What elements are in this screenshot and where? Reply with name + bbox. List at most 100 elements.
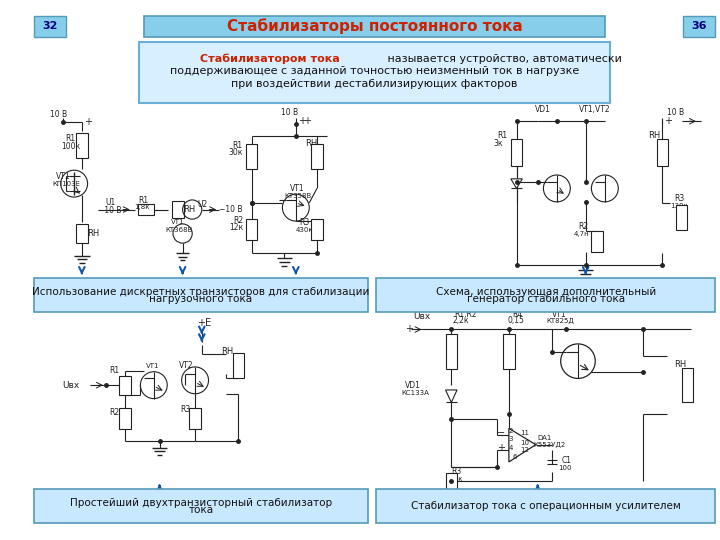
Text: КТ825Д: КТ825Д (546, 318, 574, 324)
Bar (246, 219, 258, 240)
FancyBboxPatch shape (144, 16, 605, 37)
Text: −10 В: −10 В (219, 205, 243, 214)
FancyBboxPatch shape (683, 16, 715, 37)
Text: Стабилизатором тока: Стабилизатором тока (200, 53, 340, 64)
Text: R4: R4 (512, 309, 522, 319)
FancyBboxPatch shape (34, 489, 368, 523)
Bar (172, 201, 184, 218)
Text: +: + (498, 443, 505, 453)
Text: R3: R3 (674, 193, 684, 202)
Text: 10 В: 10 В (667, 108, 684, 117)
Text: 6: 6 (513, 454, 517, 460)
Text: RH: RH (221, 347, 233, 356)
Text: +: + (304, 116, 312, 126)
Text: RH: RH (305, 139, 318, 148)
Text: +: + (298, 116, 306, 126)
Text: Стабилизатор тока с операционным усилителем: Стабилизатор тока с операционным усилите… (411, 501, 680, 511)
Text: R1: R1 (66, 134, 76, 143)
Text: +: + (84, 117, 91, 127)
Text: U2: U2 (197, 200, 207, 209)
FancyBboxPatch shape (140, 42, 610, 103)
Bar (657, 139, 668, 166)
Bar (76, 133, 88, 158)
Text: 2: 2 (509, 428, 513, 434)
Text: при воздействии дестабилизирующих факторов: при воздействии дестабилизирующих фактор… (231, 79, 518, 89)
Text: R3: R3 (300, 218, 310, 226)
Text: +: + (665, 116, 672, 126)
Text: 36: 36 (691, 21, 706, 31)
Text: Uвх: Uвх (63, 381, 80, 390)
Polygon shape (510, 179, 522, 188)
Text: VT1,VT2: VT1,VT2 (579, 105, 611, 114)
Text: 32: 32 (42, 21, 58, 31)
Text: Схема, использующая дополнительный: Схема, использующая дополнительный (436, 287, 656, 296)
Text: +: + (405, 325, 413, 334)
Text: 130к: 130к (670, 202, 688, 208)
Text: R1: R1 (498, 131, 508, 140)
Text: VT1: VT1 (56, 172, 71, 181)
Text: 100к: 100к (62, 141, 81, 151)
Text: генератор стабильного тока: генератор стабильного тока (467, 294, 625, 304)
Text: нагрузочного тока: нагрузочного тока (149, 294, 253, 304)
Text: R2: R2 (109, 408, 120, 416)
Text: КТ368В: КТ368В (166, 227, 193, 233)
Text: VT1: VT1 (146, 363, 160, 369)
Text: называется устройство, автоматически: называется устройство, автоматически (384, 54, 622, 64)
Text: R3: R3 (451, 467, 462, 476)
Text: КП103Е: КП103Е (52, 181, 80, 187)
Bar (510, 139, 522, 166)
Text: 30к: 30к (229, 148, 243, 158)
Text: VT1: VT1 (171, 219, 184, 225)
Bar (138, 204, 154, 215)
Text: 1,8к: 1,8к (135, 204, 150, 210)
FancyBboxPatch shape (34, 278, 368, 312)
Text: R1,R2: R1,R2 (454, 309, 477, 319)
Text: VT2: VT2 (179, 361, 194, 370)
Text: 10 В: 10 В (282, 108, 299, 117)
Bar (503, 334, 515, 369)
Text: 10 В: 10 В (50, 110, 67, 119)
Text: RH: RH (674, 360, 686, 368)
Text: RH: RH (86, 229, 99, 238)
Text: VT1: VT1 (290, 184, 305, 193)
Text: Использование дискретных транзисторов для стабилизации: Использование дискретных транзисторов дл… (32, 287, 369, 296)
Text: тока: тока (188, 505, 213, 515)
Text: R2: R2 (233, 215, 243, 225)
Text: 4,7н: 4,7н (574, 232, 590, 238)
Text: 12к: 12к (230, 223, 244, 232)
Text: 430к: 430к (296, 227, 313, 233)
Text: 1,3к: 1,3к (447, 476, 463, 482)
Text: Стабилизаторы постоянного тока: Стабилизаторы постоянного тока (227, 18, 523, 34)
Text: −10 В: −10 В (98, 206, 122, 215)
Text: 2,2к: 2,2к (452, 316, 469, 326)
FancyBboxPatch shape (377, 489, 715, 523)
Text: КС133А: КС133А (401, 390, 429, 396)
Text: U1: U1 (106, 198, 116, 207)
Bar (233, 354, 244, 379)
Text: R1: R1 (233, 141, 243, 150)
Bar (311, 219, 323, 240)
Text: RH: RH (184, 205, 196, 214)
Text: К553УД2: К553УД2 (534, 442, 566, 448)
Text: 3: 3 (509, 436, 513, 442)
Bar (311, 144, 323, 169)
Text: DA1: DA1 (538, 435, 552, 441)
Text: Простейший двухтранзисторный стабилизатор: Простейший двухтранзисторный стабилизато… (70, 498, 332, 508)
Text: RH: RH (648, 131, 660, 140)
Bar (676, 205, 688, 230)
Text: VT1: VT1 (552, 309, 567, 319)
Text: 100: 100 (558, 465, 572, 471)
Text: −: − (498, 428, 505, 438)
Bar (120, 375, 131, 395)
Text: R3: R3 (181, 404, 191, 414)
Text: 0,15: 0,15 (508, 316, 525, 326)
Text: 10: 10 (521, 440, 529, 445)
Text: Uвх: Uвх (413, 312, 430, 321)
Text: VD1: VD1 (535, 105, 551, 114)
Text: 4: 4 (509, 446, 513, 451)
Bar (446, 474, 457, 495)
Bar (446, 334, 457, 369)
Text: КТ358В: КТ358В (284, 193, 312, 199)
Bar (120, 408, 131, 429)
Text: R2: R2 (578, 222, 588, 231)
